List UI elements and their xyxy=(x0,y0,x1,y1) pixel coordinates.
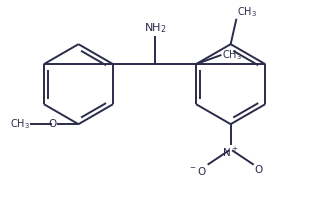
Text: $^-$O: $^-$O xyxy=(188,165,207,177)
Text: N$^+$: N$^+$ xyxy=(222,146,239,160)
Text: O: O xyxy=(254,165,262,175)
Text: CH$_3$: CH$_3$ xyxy=(237,5,257,19)
Text: CH$_3$: CH$_3$ xyxy=(222,48,242,62)
Text: O: O xyxy=(48,119,56,129)
Text: CH$_3$: CH$_3$ xyxy=(10,117,30,131)
Text: NH$_2$: NH$_2$ xyxy=(144,21,167,35)
